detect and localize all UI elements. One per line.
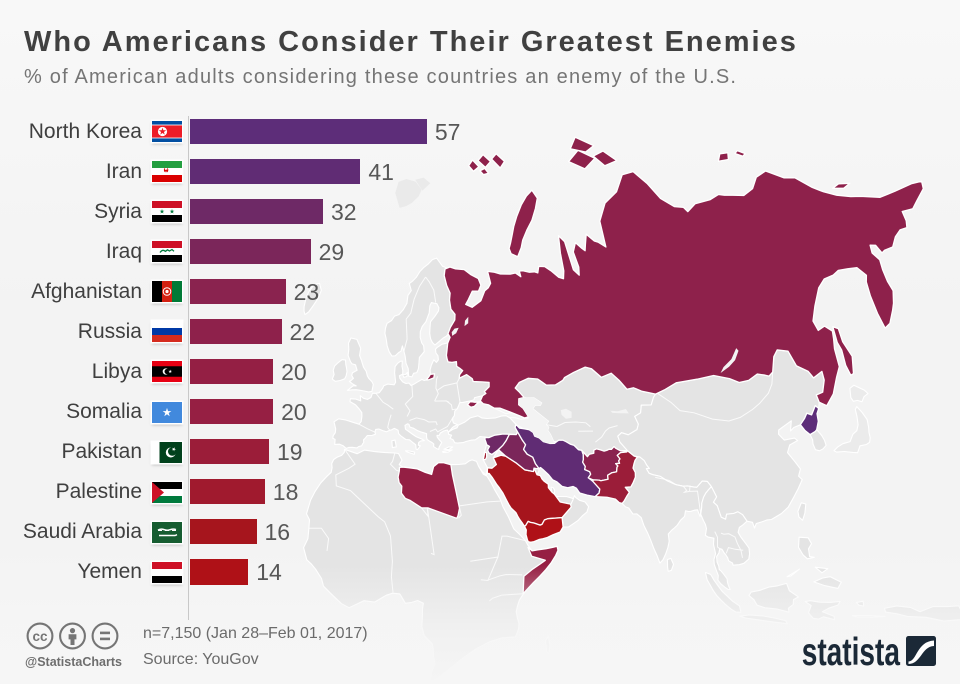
svg-text:cc: cc [32,629,48,644]
svg-text:statista: statista [802,633,901,673]
